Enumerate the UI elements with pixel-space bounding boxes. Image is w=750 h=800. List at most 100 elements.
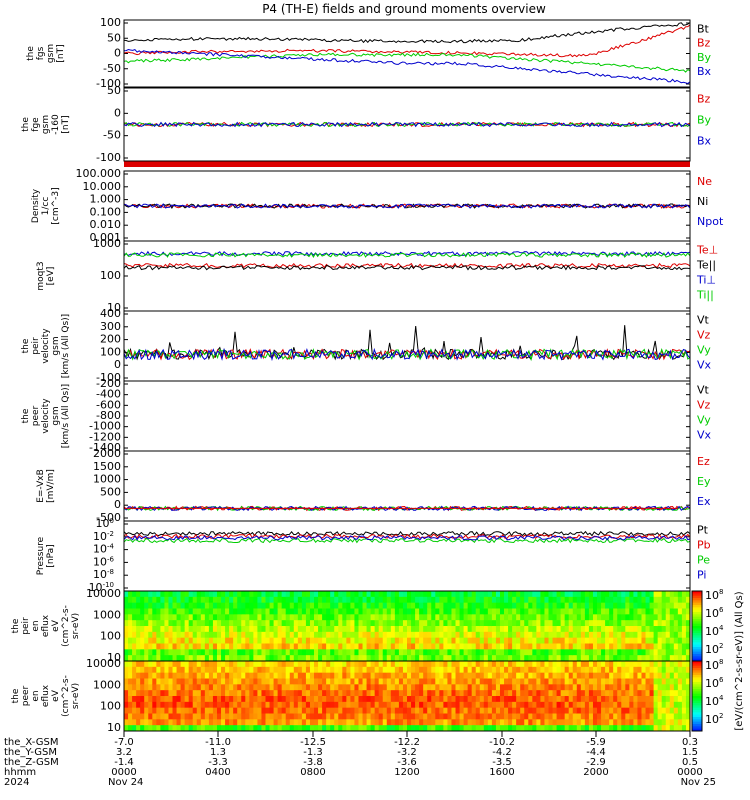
legend-entry: Vt bbox=[697, 314, 710, 327]
footer-row-label: the_Y-GSM bbox=[4, 747, 57, 758]
footer-value: -1.3 bbox=[303, 747, 323, 758]
y-tick-label: -800 bbox=[96, 409, 121, 422]
y-tick-label: 0 bbox=[114, 47, 121, 60]
footer-row-label: the_X-GSM bbox=[4, 737, 58, 748]
y-tick-label: 0 bbox=[114, 106, 121, 119]
legend-entry: Vt bbox=[697, 384, 710, 397]
colorbar-tick-label: 108 bbox=[705, 658, 723, 672]
colorbar-tick-label: 104 bbox=[705, 694, 724, 708]
y-tick-label: 10 bbox=[107, 721, 121, 734]
y-tick-label: 100 bbox=[100, 269, 121, 282]
y-tick-label: 1500 bbox=[93, 460, 121, 473]
series-line bbox=[123, 347, 691, 362]
y-tick-label: 100 bbox=[100, 345, 121, 358]
y-tick-label: 100 bbox=[100, 16, 121, 29]
footer-value: -7.0 bbox=[114, 737, 134, 748]
legend-entry: Pe bbox=[697, 554, 710, 567]
colorbar-1: 108 106 104 102 bbox=[691, 588, 724, 662]
y-tick-label: 50 bbox=[107, 31, 121, 44]
y-tick-label: 2000 bbox=[93, 447, 121, 460]
footer-value: 0000 bbox=[111, 767, 136, 778]
y-tick-label: 100 bbox=[100, 700, 121, 713]
y-tick-label: 10 bbox=[107, 301, 121, 314]
footer-value: -2.9 bbox=[586, 757, 606, 768]
y-tick-label: 0.001 bbox=[90, 231, 122, 244]
legend-entry: Pb bbox=[697, 539, 711, 552]
y-tick-label: 100 bbox=[96, 517, 114, 530]
y-tick-label: -50 bbox=[103, 129, 121, 142]
y-tick-label: -50 bbox=[103, 62, 121, 75]
y-tick-label: 1000 bbox=[93, 678, 121, 691]
legend-entry: Vy bbox=[697, 344, 711, 357]
panel-ylabel: thepeirenefluxeV(cm^2-s-sr-eV) bbox=[11, 605, 81, 647]
colorbar-tick-label: 102 bbox=[705, 642, 723, 656]
series-line bbox=[123, 52, 691, 73]
y-tick-label: 10.000 bbox=[83, 180, 122, 193]
panel-3: Density1/cc[cm^-3] 100.00010.0001.0000.10… bbox=[31, 167, 724, 244]
panel-frame bbox=[123, 240, 691, 312]
footer-value: -3.2 bbox=[397, 747, 417, 758]
legend-entry: Te|| bbox=[696, 259, 716, 272]
ephemeris-footer: the_X-GSM -7.0 -11.0 -12.5 -12.2 -10.2 -5.9 0.3… bbox=[4, 731, 716, 788]
footer-value: 1.3 bbox=[210, 747, 226, 758]
panel-frame bbox=[123, 520, 691, 592]
legend-entry: By bbox=[697, 113, 712, 126]
panel-ylabel: Density1/cc[cm^-3] bbox=[31, 187, 61, 224]
series-line bbox=[123, 250, 691, 257]
panel-6: thepeervelocitygsm[km/s (All Qs)] -200-40… bbox=[21, 377, 712, 454]
series-line bbox=[123, 203, 691, 209]
footer-value: 0400 bbox=[205, 767, 230, 778]
y-tick-label: -100 bbox=[96, 151, 121, 164]
y-tick-label: 10-6 bbox=[93, 555, 115, 568]
footer-value: 1200 bbox=[394, 767, 419, 778]
colorbar-group: 108 106 104 102 108 106 104 102 [eV/(cm^2-s-sr-e… bbox=[691, 588, 745, 732]
legend-entry: Ti⊥ bbox=[696, 274, 716, 287]
y-tick-label: 10000 bbox=[86, 657, 121, 670]
y-tick-label: 0 bbox=[114, 498, 121, 511]
panel-9: thepeirenefluxeV(cm^2-s-sr-eV) 10000 1000 1… bbox=[11, 587, 691, 664]
legend-entry: Ey bbox=[697, 475, 711, 488]
legend-entry: Pi bbox=[697, 569, 706, 582]
footer-value: -4.2 bbox=[492, 747, 512, 758]
y-tick-label: 10000 bbox=[86, 587, 121, 600]
legend-entry: Te⊥ bbox=[696, 244, 718, 257]
footer-value: -1.4 bbox=[114, 757, 134, 768]
colorbar-tick-label: 106 bbox=[705, 606, 724, 620]
footer-value: 0800 bbox=[300, 767, 325, 778]
footer-value: -12.2 bbox=[394, 737, 420, 748]
y-tick-label: 10-8 bbox=[93, 568, 114, 581]
y-tick-label: 1.000 bbox=[90, 193, 122, 206]
series-line bbox=[123, 22, 691, 44]
panel-frame bbox=[123, 310, 691, 382]
footer-value: Nov 24 bbox=[108, 777, 143, 788]
legend-entry: Vx bbox=[697, 429, 712, 442]
y-tick-label: -1200 bbox=[89, 430, 121, 443]
footer-value: 0.5 bbox=[682, 757, 698, 768]
y-tick-label: -100 bbox=[96, 77, 121, 90]
series-line bbox=[123, 534, 691, 541]
panel-frame bbox=[123, 19, 691, 88]
panel-4: moqt3[eV] 1000 100 10 Te⊥ Te|| Ti⊥ Ti|| bbox=[36, 237, 718, 314]
footer-value: 3.2 bbox=[116, 747, 132, 758]
footer-value: -11.0 bbox=[205, 737, 231, 748]
series-line bbox=[123, 264, 691, 271]
colorbar-tick-label: 106 bbox=[705, 676, 724, 690]
panel-ylabel: thefgegsm-160[nT] bbox=[21, 114, 71, 135]
panel-ylabel: thepeirvelocitygsm[km/s (All Qs)] bbox=[21, 314, 71, 378]
y-tick-label: 1000 bbox=[93, 237, 121, 250]
y-tick-label: 1000 bbox=[93, 608, 121, 621]
y-tick-label: -1000 bbox=[89, 420, 121, 433]
legend-entry: Bz bbox=[697, 92, 711, 105]
panel-ylabel: thepeervelocitygsm[km/s (All Qs)] bbox=[21, 384, 71, 448]
y-tick-label: -600 bbox=[96, 398, 121, 411]
legend-entry: Ti|| bbox=[696, 289, 714, 302]
y-tick-label: 500 bbox=[100, 485, 121, 498]
footer-value: -5.9 bbox=[586, 737, 606, 748]
legend-entry: Bx bbox=[697, 134, 712, 147]
footer-value: Nov 25 bbox=[681, 777, 716, 788]
colorbar-tick-label: 108 bbox=[705, 588, 723, 602]
legend-entry: Ex bbox=[697, 495, 711, 508]
panel-2: thefgegsm-160[nT] 50 0 -50 -100 Bz By Bx bbox=[21, 84, 712, 164]
panel-ylabel: thefgsgsm[nT] bbox=[26, 44, 66, 63]
